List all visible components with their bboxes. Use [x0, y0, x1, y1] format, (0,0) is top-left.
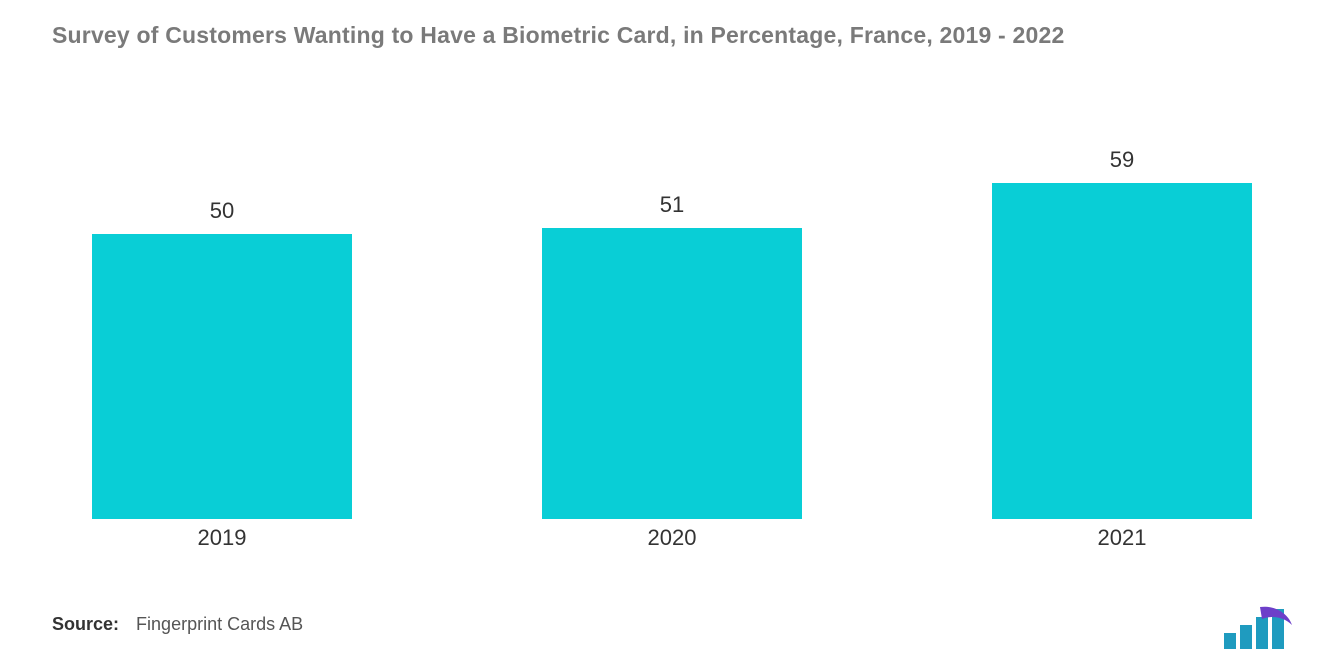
bar — [542, 228, 802, 519]
bar-value-label: 51 — [660, 192, 684, 218]
publisher-logo-icon — [1222, 605, 1294, 649]
chart-container: Survey of Customers Wanting to Have a Bi… — [0, 0, 1320, 665]
bar — [92, 234, 352, 519]
bar — [992, 183, 1252, 519]
bar-group: 51 — [532, 192, 812, 519]
x-axis-label: 2019 — [82, 525, 362, 551]
x-axis-labels: 2019 2020 2021 — [82, 525, 1262, 551]
bar-group: 59 — [982, 147, 1262, 519]
x-axis-label: 2020 — [532, 525, 812, 551]
chart-title: Survey of Customers Wanting to Have a Bi… — [52, 22, 1280, 49]
bar-group: 50 — [82, 198, 362, 519]
source-line: Source: Fingerprint Cards AB — [52, 614, 303, 635]
plot-area: 50 51 59 — [82, 109, 1262, 519]
bar-value-label: 59 — [1110, 147, 1134, 173]
bar-value-label: 50 — [210, 198, 234, 224]
source-text: Fingerprint Cards AB — [136, 614, 303, 634]
x-axis-label: 2021 — [982, 525, 1262, 551]
source-label: Source: — [52, 614, 119, 634]
